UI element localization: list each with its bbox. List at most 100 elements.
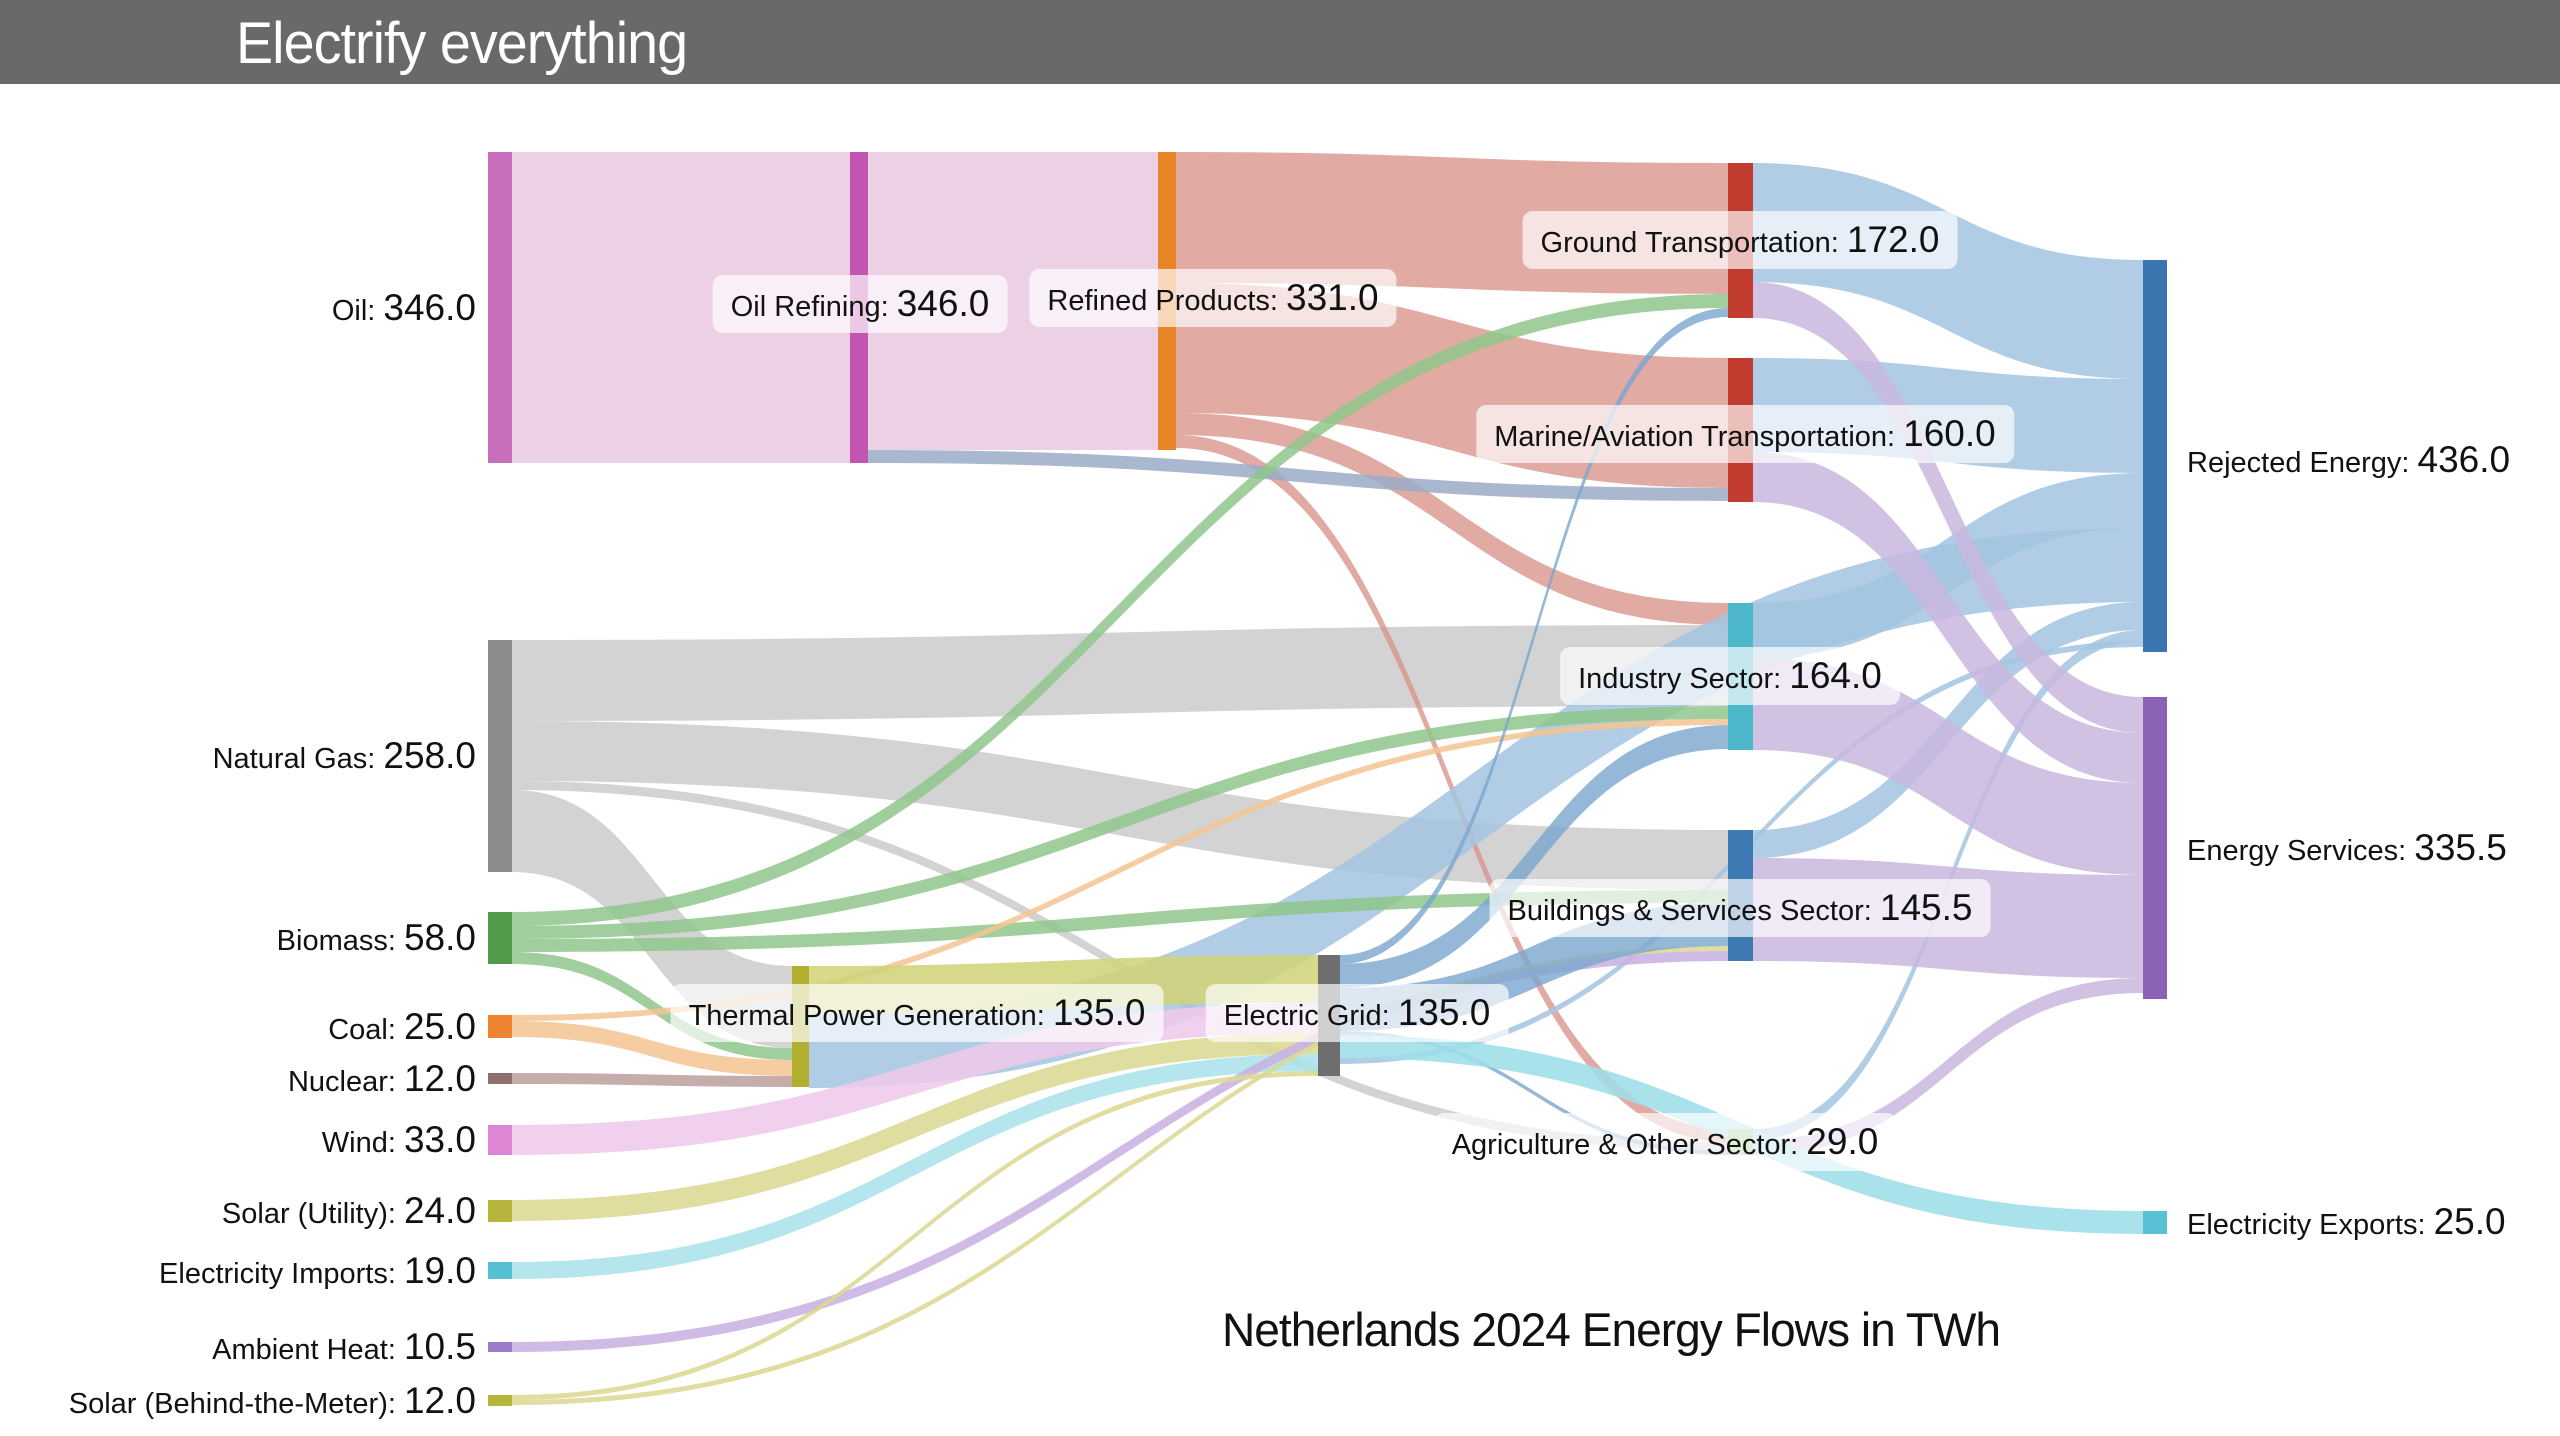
label-ambient-heat-value: 10.5: [403, 1326, 476, 1367]
flow-electric-grid-to-agriculture: [1340, 1031, 1728, 1155]
node-solar-btm: [488, 1395, 512, 1406]
label-electricity-imports: Electricity Imports: 19.0: [159, 1250, 476, 1292]
flow-coal-to-industry: [512, 719, 1728, 1021]
node-natural-gas: [488, 640, 512, 872]
flow-oil-refining-to-marine-aviation: [868, 450, 1728, 501]
label-thermal-power-value: 135.0: [1052, 992, 1146, 1033]
label-solar-utility-name: Solar (Utility):: [221, 1198, 404, 1230]
label-electric-grid-name: Electric Grid:: [1223, 1000, 1398, 1032]
label-nuclear: Nuclear: 12.0: [288, 1058, 476, 1100]
label-nuclear-value: 12.0: [403, 1057, 476, 1099]
label-natural-gas-value: 258.0: [383, 735, 476, 776]
flow-biomass-to-industry: [512, 706, 1728, 939]
label-marine-aviation-value: 160.0: [1903, 413, 1996, 454]
flow-oil-to-oil-refining: [512, 152, 850, 463]
label-refined-products-name: Refined Products:: [1047, 285, 1286, 317]
label-buildings: Buildings & Services Sector: 145.5: [1489, 879, 1991, 937]
label-oil-value: 346.0: [383, 286, 476, 328]
sankey-flows: [512, 152, 2143, 1405]
label-coal: Coal: 25.0: [328, 1006, 476, 1048]
label-rejected-energy: Rejected Energy: 436.0: [2187, 439, 2510, 481]
node-electricity-exports: [2143, 1211, 2167, 1234]
label-rejected-energy-name: Rejected Energy:: [2187, 447, 2418, 479]
label-electric-grid: Electric Grid: 135.0: [1205, 984, 1509, 1042]
flow-industry-to-energy-services: [1753, 658, 2143, 875]
flow-oil-refining-to-refined-products: [868, 152, 1158, 450]
label-electricity-exports-name: Electricity Exports:: [2187, 1209, 2434, 1241]
flow-solar-utility-to-electric-grid: [512, 1033, 1318, 1221]
flow-ground-transportation-to-rejected-energy: [1753, 163, 2143, 379]
flow-biomass-to-ground-transportation: [512, 294, 1728, 926]
node-rejected-energy: [2143, 260, 2167, 652]
flow-solar-btm-to-buildings: [512, 946, 1728, 1405]
label-electricity-imports-value: 19.0: [403, 1249, 476, 1291]
label-biomass-name: Biomass:: [276, 925, 404, 957]
label-electricity-exports: Electricity Exports: 25.0: [2187, 1201, 2506, 1243]
label-thermal-power: Thermal Power Generation: 135.0: [670, 984, 1164, 1042]
label-agriculture-name: Agriculture & Other Sector:: [1451, 1129, 1807, 1161]
label-ambient-heat: Ambient Heat: 10.5: [212, 1326, 476, 1368]
flow-marine-aviation-to-energy-services: [1753, 452, 2143, 783]
label-wind-value: 33.0: [403, 1119, 476, 1160]
label-electricity-imports-name: Electricity Imports:: [159, 1257, 404, 1290]
label-solar-utility-value: 24.0: [403, 1190, 476, 1231]
flow-ground-transportation-to-energy-services: [1753, 282, 2143, 733]
node-electricity-imports: [488, 1262, 512, 1279]
flow-coal-to-thermal-power: [512, 1021, 792, 1076]
label-natural-gas: Natural Gas: 258.0: [213, 735, 476, 777]
label-buildings-value: 145.5: [1879, 887, 1973, 928]
flow-agriculture-to-energy-services: [1753, 978, 2143, 1155]
label-wind: Wind: 33.0: [322, 1119, 476, 1161]
label-oil-name: Oil:: [331, 294, 384, 327]
node-oil: [488, 152, 512, 463]
label-ground-transportation: Ground Transportation: 172.0: [1522, 211, 1958, 269]
label-solar-btm-value: 12.0: [403, 1379, 476, 1421]
flow-electricity-imports-to-electric-grid: [512, 1054, 1318, 1279]
label-ambient-heat-name: Ambient Heat:: [212, 1334, 404, 1366]
label-buildings-name: Buildings & Services Sector:: [1507, 895, 1880, 927]
label-electricity-exports-value: 25.0: [2433, 1201, 2506, 1242]
node-energy-services: [2143, 697, 2167, 999]
label-energy-services: Energy Services: 335.5: [2187, 827, 2507, 869]
label-nuclear-name: Nuclear:: [287, 1065, 404, 1098]
label-industry: Industry Sector: 164.0: [1560, 647, 1900, 705]
label-ground-transportation-value: 172.0: [1846, 219, 1940, 260]
node-biomass: [488, 912, 512, 964]
label-solar-btm: Solar (Behind-the-Meter): 12.0: [69, 1380, 476, 1422]
node-ambient-heat: [488, 1342, 512, 1352]
label-electric-grid-value: 135.0: [1397, 992, 1491, 1033]
flow-ambient-heat-to-buildings: [512, 951, 1728, 1352]
label-oil-refining-name: Oil Refining:: [730, 291, 897, 323]
flow-solar-btm-to-electric-grid: [512, 1071, 1318, 1400]
node-solar-utility: [488, 1200, 512, 1222]
label-solar-btm-name: Solar (Behind-the-Meter):: [68, 1387, 404, 1420]
label-agriculture-value: 29.0: [1806, 1121, 1879, 1162]
flow-refined-products-to-industry: [1176, 413, 1728, 625]
flow-electric-grid-to-industry: [1340, 725, 1728, 988]
label-industry-name: Industry Sector:: [1578, 663, 1790, 695]
flow-natural-gas-to-thermal-power: [512, 790, 792, 1048]
chart-caption: Netherlands 2024 Energy Flows in TWh: [1222, 1303, 2001, 1356]
label-energy-services-value: 335.5: [2414, 827, 2507, 868]
label-oil-refining: Oil Refining: 346.0: [712, 275, 1008, 333]
flow-electric-grid-to-ground-transportation: [1340, 308, 1728, 964]
label-coal-value: 25.0: [403, 1005, 476, 1047]
label-energy-services-name: Energy Services:: [2187, 835, 2415, 867]
label-oil-refining-value: 346.0: [896, 283, 990, 324]
title-bar: Electrify everything: [0, 0, 2560, 84]
label-industry-value: 164.0: [1789, 655, 1882, 696]
label-marine-aviation-name: Marine/Aviation Transportation:: [1494, 421, 1904, 453]
flow-nuclear-to-thermal-power: [512, 1073, 792, 1087]
label-coal-name: Coal:: [328, 1013, 404, 1046]
slide-title: Electrify everything: [236, 11, 688, 76]
label-refined-products-value: 331.0: [1285, 277, 1379, 318]
label-biomass-value: 58.0: [403, 917, 476, 958]
node-coal: [488, 1015, 512, 1038]
label-ground-transportation-name: Ground Transportation:: [1540, 227, 1847, 259]
label-refined-products: Refined Products: 331.0: [1029, 269, 1397, 327]
label-oil: Oil: 346.0: [332, 287, 476, 329]
label-wind-name: Wind:: [321, 1127, 404, 1159]
flow-biomass-to-thermal-power: [512, 952, 792, 1060]
label-rejected-energy-value: 436.0: [2417, 439, 2511, 480]
label-thermal-power-name: Thermal Power Generation:: [688, 1000, 1053, 1032]
